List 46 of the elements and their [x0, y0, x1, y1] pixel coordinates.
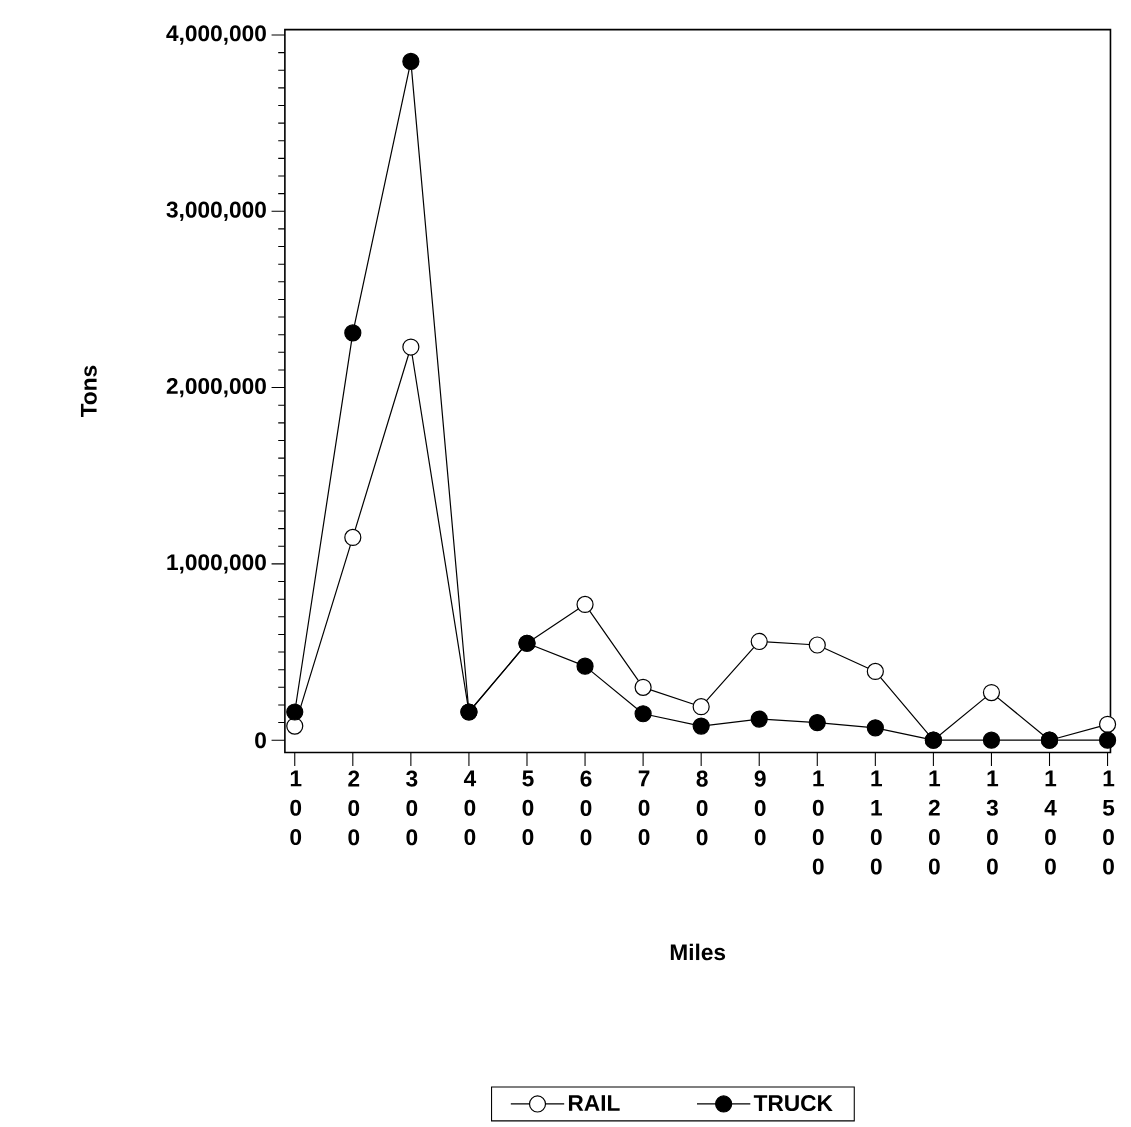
x-tick-label: 400: [463, 770, 477, 846]
x-tick-label: 100: [290, 770, 302, 846]
point: [692, 717, 710, 735]
point: [692, 698, 710, 716]
x-tick-label: 1000: [812, 770, 824, 875]
x-tick-label: 1300: [986, 770, 999, 875]
point: [576, 595, 594, 614]
point: [1098, 715, 1117, 733]
x-tick-label: 200: [348, 770, 360, 846]
point: [808, 713, 826, 732]
y-tick-label: 1,000,000: [167, 554, 266, 574]
x-tick-label: 700: [638, 770, 650, 846]
x-tick-label: 1100: [870, 770, 882, 875]
point: [402, 52, 420, 71]
x-tick-label: 900: [754, 770, 766, 846]
x-tick-label: 1400: [1044, 770, 1057, 875]
point: [982, 731, 1001, 749]
point: [634, 678, 652, 696]
y-tick-label: 4,000,000: [166, 25, 266, 45]
point: [866, 662, 884, 681]
point: [402, 338, 420, 356]
point: [344, 324, 362, 342]
point: [750, 710, 768, 728]
point: [286, 703, 304, 721]
point: [982, 684, 1001, 702]
legend-label: TRUCK: [753, 1095, 833, 1112]
legend-label: RAIL: [568, 1095, 620, 1111]
x-tick-label: 600: [580, 770, 592, 846]
x-tick-label: 1200: [928, 770, 941, 875]
x-axis-title: Miles: [670, 943, 726, 961]
x-tick-label: 1500: [1102, 770, 1115, 875]
point: [808, 636, 826, 654]
y-axis-title: Tons: [80, 365, 97, 418]
y-tick-label: 3,000,000: [166, 201, 266, 221]
point: [344, 528, 362, 547]
point: [1098, 731, 1117, 749]
point: [866, 719, 884, 737]
point: [286, 717, 304, 735]
x-tick-label: 500: [522, 770, 534, 846]
y-tick-label: 2,000,000: [166, 377, 266, 398]
point: [634, 705, 652, 723]
point: [576, 657, 594, 675]
x-tick-label: 300: [406, 770, 418, 846]
x-tick-label: 800: [696, 770, 708, 846]
y-tick-label: 0: [255, 732, 266, 749]
point: [750, 632, 768, 651]
